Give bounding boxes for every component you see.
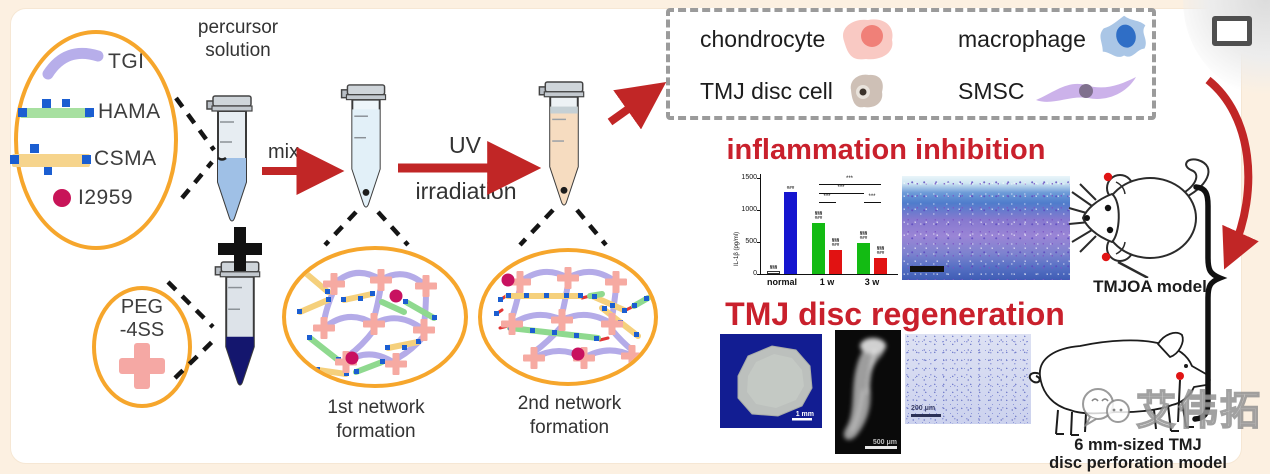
pig-drawing bbox=[1028, 331, 1211, 436]
precursor-tube bbox=[206, 95, 253, 222]
legend-item-tmj-disc-cell: TMJ disc cell bbox=[670, 70, 928, 112]
component-row-csma: CSMA bbox=[10, 142, 157, 176]
fluorescence-shape bbox=[843, 338, 897, 449]
component-row-tgi: TGI bbox=[38, 42, 145, 82]
chat-bubbles-icon bbox=[1082, 388, 1130, 428]
cell-legend-box: chondrocyte macrophage TMJ disc cell SMS… bbox=[666, 8, 1156, 120]
legend-label: chondrocyte bbox=[700, 25, 826, 52]
tmj-marker-dot bbox=[1101, 252, 1111, 262]
peg-cross-icon bbox=[119, 343, 165, 389]
tmjoa-model-label: TMJOA model bbox=[1093, 277, 1207, 296]
component-row-hama: HAMA bbox=[18, 98, 161, 126]
legend-item-chondrocyte: chondrocyte bbox=[670, 14, 928, 64]
i2959-dot-icon bbox=[53, 189, 71, 207]
second-network-line2: formation bbox=[529, 417, 610, 438]
disc-photo-image: 1 mm bbox=[720, 334, 822, 428]
precursor-solution-label: percursor solution bbox=[182, 16, 294, 62]
first-network-label: 1st network formation bbox=[296, 396, 456, 444]
disc-shape bbox=[737, 345, 813, 421]
second-network-label: 2nd network formation bbox=[492, 392, 647, 440]
component-row-i2959: I2959 bbox=[48, 184, 133, 212]
uv-cured-tube bbox=[538, 81, 585, 206]
chondrocyte-cell-icon bbox=[843, 19, 893, 60]
mix-label: mix bbox=[268, 141, 300, 163]
smsc-cell-icon bbox=[1036, 77, 1137, 102]
irradiation-label: irradiation bbox=[415, 178, 517, 204]
tmj-marker-dot bbox=[1103, 172, 1113, 182]
legend-label: macrophage bbox=[958, 25, 1086, 52]
first-network-line2: formation bbox=[336, 421, 416, 442]
hama-rod-icon bbox=[18, 99, 94, 118]
watermark-text: 艾伟拓 bbox=[1135, 388, 1262, 434]
pig-model-label: 6 mm-sized TMJ disc perforation model bbox=[1032, 436, 1244, 472]
peg-label-line2: -4SS bbox=[119, 319, 165, 341]
first-network-line1: 1st network bbox=[327, 397, 425, 418]
second-network-line1: 2nd network bbox=[517, 393, 622, 414]
peg-tube bbox=[214, 261, 261, 386]
peg-label-line1: PEG bbox=[120, 296, 164, 318]
precursor-line1: percursor bbox=[197, 17, 279, 38]
inflammation-histology-image bbox=[902, 176, 1070, 280]
scale-bar bbox=[911, 414, 941, 417]
fluorescence-image: 500 μm bbox=[835, 330, 901, 454]
pig-label-line1: 6 mm-sized TMJ bbox=[1074, 436, 1202, 454]
disc-scale-label: 1 mm bbox=[795, 411, 814, 418]
component-label: CSMA bbox=[94, 147, 157, 170]
pig-label-line2: disc perforation model bbox=[1049, 454, 1227, 472]
component-label: I2959 bbox=[78, 186, 134, 209]
tmj-marker-dot bbox=[1176, 372, 1184, 380]
scale-bar bbox=[910, 266, 944, 272]
tgi-polymer-icon bbox=[42, 47, 104, 80]
legend-label: SMSC bbox=[958, 77, 1025, 104]
first-network-drawing bbox=[297, 267, 437, 377]
peg-label: PEG -4SS bbox=[100, 296, 184, 342]
legend-label: TMJ disc cell bbox=[700, 77, 833, 104]
second-network-oval bbox=[478, 248, 658, 386]
inflammation-title: inflammation inhibition bbox=[726, 134, 1046, 166]
macrophage-cell-icon bbox=[1100, 15, 1146, 57]
precursor-components-oval bbox=[14, 30, 178, 250]
uv-label: UV bbox=[449, 132, 481, 158]
tmj-disc-cell-icon bbox=[850, 74, 883, 108]
expand-image-button[interactable] bbox=[1212, 16, 1252, 46]
watermark: 艾伟拓 bbox=[1080, 378, 1262, 436]
fluorescence-scale-label: 500 μm bbox=[872, 439, 897, 446]
component-label: TGI bbox=[108, 50, 145, 73]
mouse-drawing bbox=[1068, 158, 1210, 278]
regeneration-histology-image: 200 μm bbox=[905, 334, 1031, 424]
legend-item-smsc: SMSC bbox=[928, 70, 1152, 112]
csma-rod-icon bbox=[10, 144, 91, 175]
histology-scale-label: 200 μm bbox=[911, 405, 936, 412]
first-network-oval bbox=[282, 246, 468, 388]
plus-sign bbox=[218, 227, 262, 271]
il1b-bar-chart: 0 500 1000 1500 IL-1β (pg/ml) §§§ ### normal §§§… bbox=[730, 168, 902, 300]
legend-item-macrophage: macrophage bbox=[928, 12, 1152, 66]
precursor-line2: solution bbox=[205, 40, 271, 61]
second-network-drawing bbox=[494, 267, 651, 369]
mixed-tube bbox=[340, 84, 387, 208]
component-label: HAMA bbox=[98, 100, 161, 123]
regeneration-title: TMJ disc regeneration bbox=[725, 296, 1065, 332]
